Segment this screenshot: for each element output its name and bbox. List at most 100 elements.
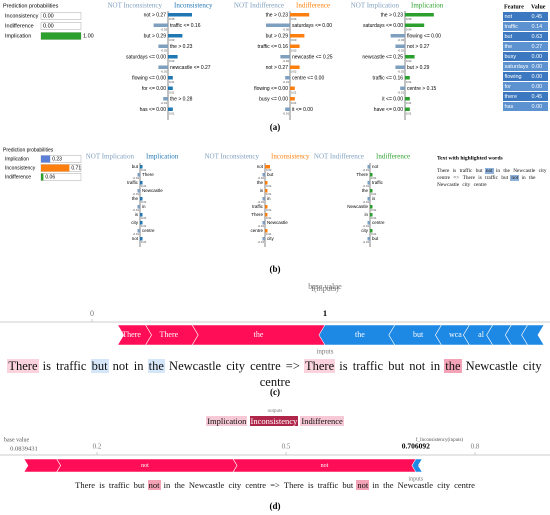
token: the <box>503 168 510 174</box>
weight-label: 0.01 <box>266 192 272 196</box>
weight-bar <box>168 86 173 90</box>
feature-label: not > 0.27 <box>144 12 167 18</box>
weight-label: -0.01 <box>363 224 370 228</box>
token: is <box>339 359 348 373</box>
weight-bar <box>367 165 370 169</box>
weight-label: 0.01 <box>141 224 147 228</box>
not-class-header: NOT Inconsistency <box>108 2 163 10</box>
token: traffic <box>485 174 498 181</box>
caption: (a) <box>270 122 281 132</box>
outputs-label: outputs <box>268 409 283 414</box>
class-header: Implication <box>411 2 444 10</box>
table-cell: 0.14 <box>532 24 543 30</box>
positive-force <box>23 458 62 473</box>
weight-label: -0.01 <box>161 101 168 105</box>
token: not <box>356 480 370 490</box>
probability-label: 0.00 <box>43 23 54 29</box>
weight-label: 0.01 <box>141 168 147 172</box>
weight-bar <box>153 23 168 27</box>
feature-label: for <= 0.00 <box>142 86 166 92</box>
weight-label: -0.03 <box>398 38 405 42</box>
table-cell: 0.00 <box>532 84 543 90</box>
weight-label: -0.01 <box>133 192 140 196</box>
weight-bar <box>405 55 415 59</box>
token: centre <box>473 181 487 188</box>
feature-label: centre <box>142 228 155 233</box>
token: in <box>495 168 501 174</box>
weight-label: 0.01 <box>371 216 377 220</box>
token: traffic <box>108 480 130 490</box>
weight-bar <box>370 189 373 193</box>
token: city <box>462 181 471 188</box>
table-header: Feature <box>504 4 524 10</box>
weight-label: 0.01 <box>406 111 412 115</box>
table-cell: the <box>505 44 513 50</box>
probability-box <box>40 22 82 30</box>
caption: (d) <box>270 501 281 511</box>
probabilities-title: Prediction probabilities <box>3 147 54 153</box>
weight-bar <box>140 221 143 225</box>
feature-label: it <= 0.00 <box>382 96 403 102</box>
weight-label: -0.01 <box>133 208 140 212</box>
force-label: al <box>478 330 485 339</box>
feature-label: has <= 0.00 <box>140 107 167 113</box>
weight-bar <box>158 65 168 69</box>
feature-label: have <= 0.00 <box>374 107 403 113</box>
weight-label: 0.02 <box>406 59 412 63</box>
feature-label: traffic <= 0.16 <box>373 75 404 81</box>
force-label: wca <box>449 330 462 339</box>
token: city <box>437 480 450 490</box>
weight-label: 0.04 <box>406 27 412 31</box>
weight-label: -0.02 <box>398 69 405 73</box>
weight-label: 0.03 <box>169 38 175 42</box>
table-cell: 0.00 <box>532 64 543 70</box>
class-token: Implication <box>206 416 248 426</box>
weight-label: 0.02 <box>291 48 297 52</box>
axis-label: inputs <box>409 476 424 482</box>
token: city <box>228 480 242 490</box>
weight-bar <box>290 13 310 17</box>
token: There <box>462 174 475 181</box>
token: centre <box>245 480 267 490</box>
feature-label: the <box>257 180 264 185</box>
token: => <box>285 359 300 373</box>
token: There <box>7 359 39 373</box>
feature-label: but > 0.29 <box>407 65 430 71</box>
feature-label: it <= 0.00 <box>292 107 313 113</box>
tick-label: 0.8 <box>471 443 480 451</box>
table-cell: busy <box>505 54 517 60</box>
token: Newcastle <box>513 168 536 174</box>
token: traffic <box>459 168 473 174</box>
weight-bar <box>290 44 300 48</box>
caption: (b) <box>270 264 281 274</box>
weight-label: 0.03 <box>291 38 297 42</box>
weight-label: 0.01 <box>371 176 377 180</box>
base-value-label: base value <box>308 282 342 291</box>
weight-bar <box>168 13 192 17</box>
table-header: Value <box>531 4 546 10</box>
weight-bar <box>140 181 143 185</box>
feature-label: busy <= 0.00 <box>259 96 288 102</box>
weight-bar <box>137 173 140 177</box>
weight-label: -0.01 <box>363 168 370 172</box>
weight-label: -0.01 <box>283 111 290 115</box>
probability-bar <box>41 32 81 40</box>
table-row-bg <box>503 72 548 81</box>
not-class-header: NOT Implication <box>351 2 400 10</box>
weight-bar <box>405 23 425 27</box>
weight-bar <box>265 213 268 217</box>
table-cell: 0.00 <box>532 104 543 110</box>
token: is <box>307 480 314 490</box>
feature-label: the <box>362 188 369 193</box>
token: in <box>372 480 380 490</box>
weight-bar <box>405 97 410 101</box>
weight-label: 0.01 <box>169 80 175 84</box>
feature-label: but > 0.29 <box>266 33 289 39</box>
weight-bar <box>137 189 140 193</box>
feature-label: is <box>260 188 264 193</box>
table-cell: for <box>505 84 512 90</box>
feature-label: There <box>251 212 263 217</box>
table-row-bg <box>503 32 548 41</box>
token: in <box>133 359 144 373</box>
